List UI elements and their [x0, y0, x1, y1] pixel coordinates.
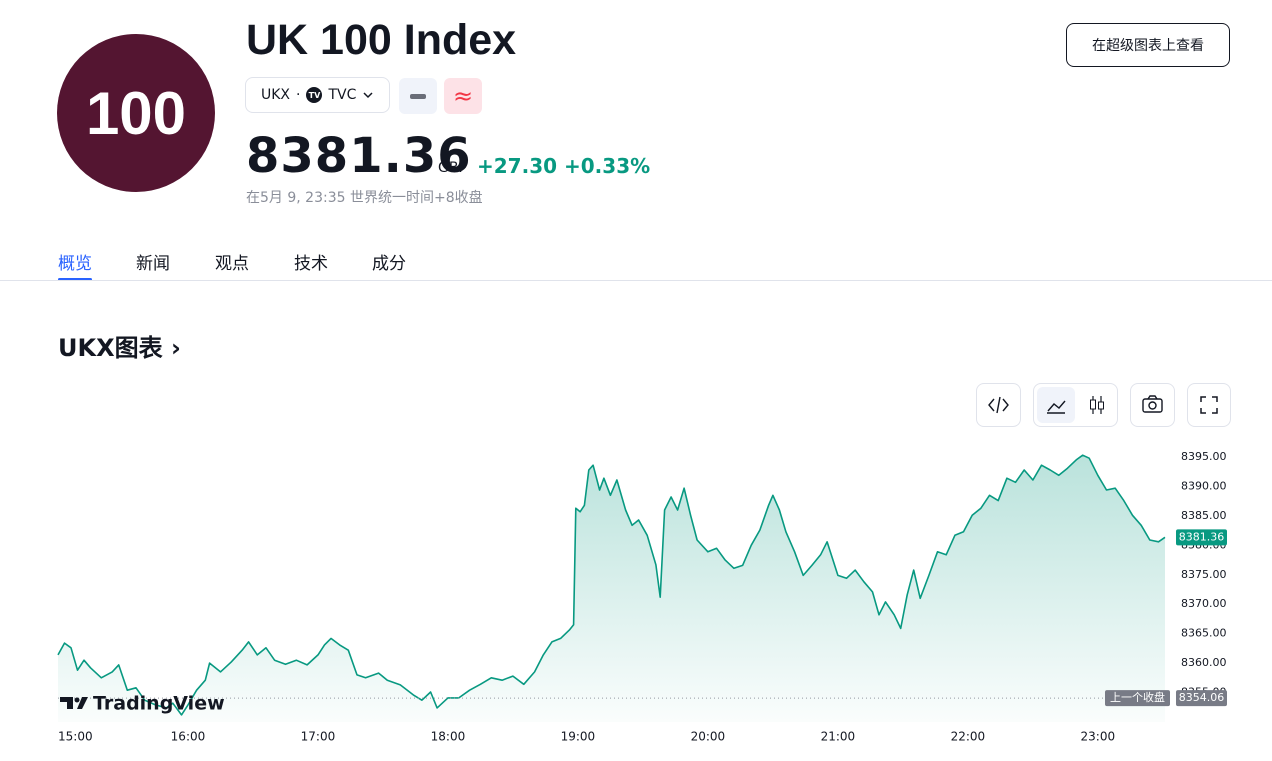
previous-close-value: 8354.06 [1179, 691, 1225, 704]
change-abs: +27.30 [477, 154, 558, 178]
divider [0, 280, 1272, 281]
supercharts-button[interactable]: 在超级图表上查看 [1066, 23, 1230, 67]
x-tick-label: 23:00 [1081, 730, 1116, 744]
status: 在5月 9, 23:35 世界统一时间+8收盘 [246, 190, 483, 206]
previous-close-tag [1105, 690, 1170, 707]
price: 8381.36 [246, 128, 472, 184]
area-fill [58, 455, 1165, 722]
embed-button[interactable] [976, 383, 1021, 427]
last-value-tag [1176, 529, 1227, 546]
x-tick-label: 17:00 [301, 730, 336, 744]
section-title[interactable]: UKX图表 › [58, 334, 181, 362]
last-value-label: 8381.36 [1179, 530, 1225, 543]
delayed-icon[interactable]: ≈ [444, 78, 482, 114]
tab[interactable]: 概览 [58, 254, 92, 274]
fullscreen-button[interactable] [1187, 383, 1231, 427]
tab[interactable]: 观点 [215, 254, 249, 274]
tab[interactable]: 新闻 [136, 254, 170, 274]
snapshot-button[interactable] [1130, 383, 1175, 427]
logo: 100 [57, 34, 215, 192]
chevron [363, 92, 373, 99]
x-tick-label: 18:00 [431, 730, 466, 744]
change-pct: +0.33% [564, 154, 651, 178]
x-tick-label: 21:00 [821, 730, 856, 744]
chart: TradingView 8355.008360.008365.008370.00… [57, 450, 1227, 744]
y-tick-label: 8390.00 [1181, 479, 1227, 492]
price-line [57, 454, 1166, 716]
area-button[interactable] [1037, 387, 1075, 423]
icon [1090, 396, 1104, 414]
icon [1200, 396, 1218, 414]
symbol-pill[interactable]: UKX · TV TVC [245, 77, 390, 113]
brand-logo: TradingView [60, 693, 225, 715]
exchange: TVC [328, 87, 357, 103]
brand-text: TradingView [93, 693, 225, 715]
y-tick-label: 8365.00 [1181, 627, 1227, 640]
exchange-icon: TV [306, 87, 323, 103]
chart-type-group [1033, 383, 1118, 427]
title: UK 100 Index [246, 16, 517, 64]
candle-button[interactable] [1078, 387, 1116, 423]
y-tick-label: 8385.00 [1181, 509, 1227, 522]
y-tick-label: 8370.00 [1181, 597, 1227, 610]
change: +27.30 +0.33% [477, 154, 650, 178]
tab-underline [58, 278, 92, 281]
x-tick-label: 22:00 [951, 730, 986, 744]
symbol: UKX [261, 87, 291, 103]
icon [1047, 400, 1066, 414]
y-tick-label: 8395.00 [1181, 450, 1227, 463]
market-status-icon[interactable] [399, 78, 437, 114]
y-tick-label: 8360.00 [1181, 656, 1227, 669]
y-tick-label: 8375.00 [1181, 568, 1227, 581]
section-text: UKX图表 [58, 334, 163, 362]
x-tick-label: 20:00 [691, 730, 726, 744]
x-tick-label: 19:00 [561, 730, 596, 744]
currency: GBP [438, 160, 467, 176]
x-tick-label: 15:00 [58, 730, 93, 744]
icon [1142, 395, 1163, 413]
previous-close-value-tag [1176, 690, 1227, 707]
x-tick-label: 16:00 [171, 730, 206, 744]
icon [988, 396, 1009, 414]
previous-close-label: 上一个收盘 [1110, 690, 1165, 704]
tab[interactable]: 成分 [372, 254, 406, 274]
dot: · [296, 87, 301, 103]
tab[interactable]: 技术 [294, 254, 328, 274]
